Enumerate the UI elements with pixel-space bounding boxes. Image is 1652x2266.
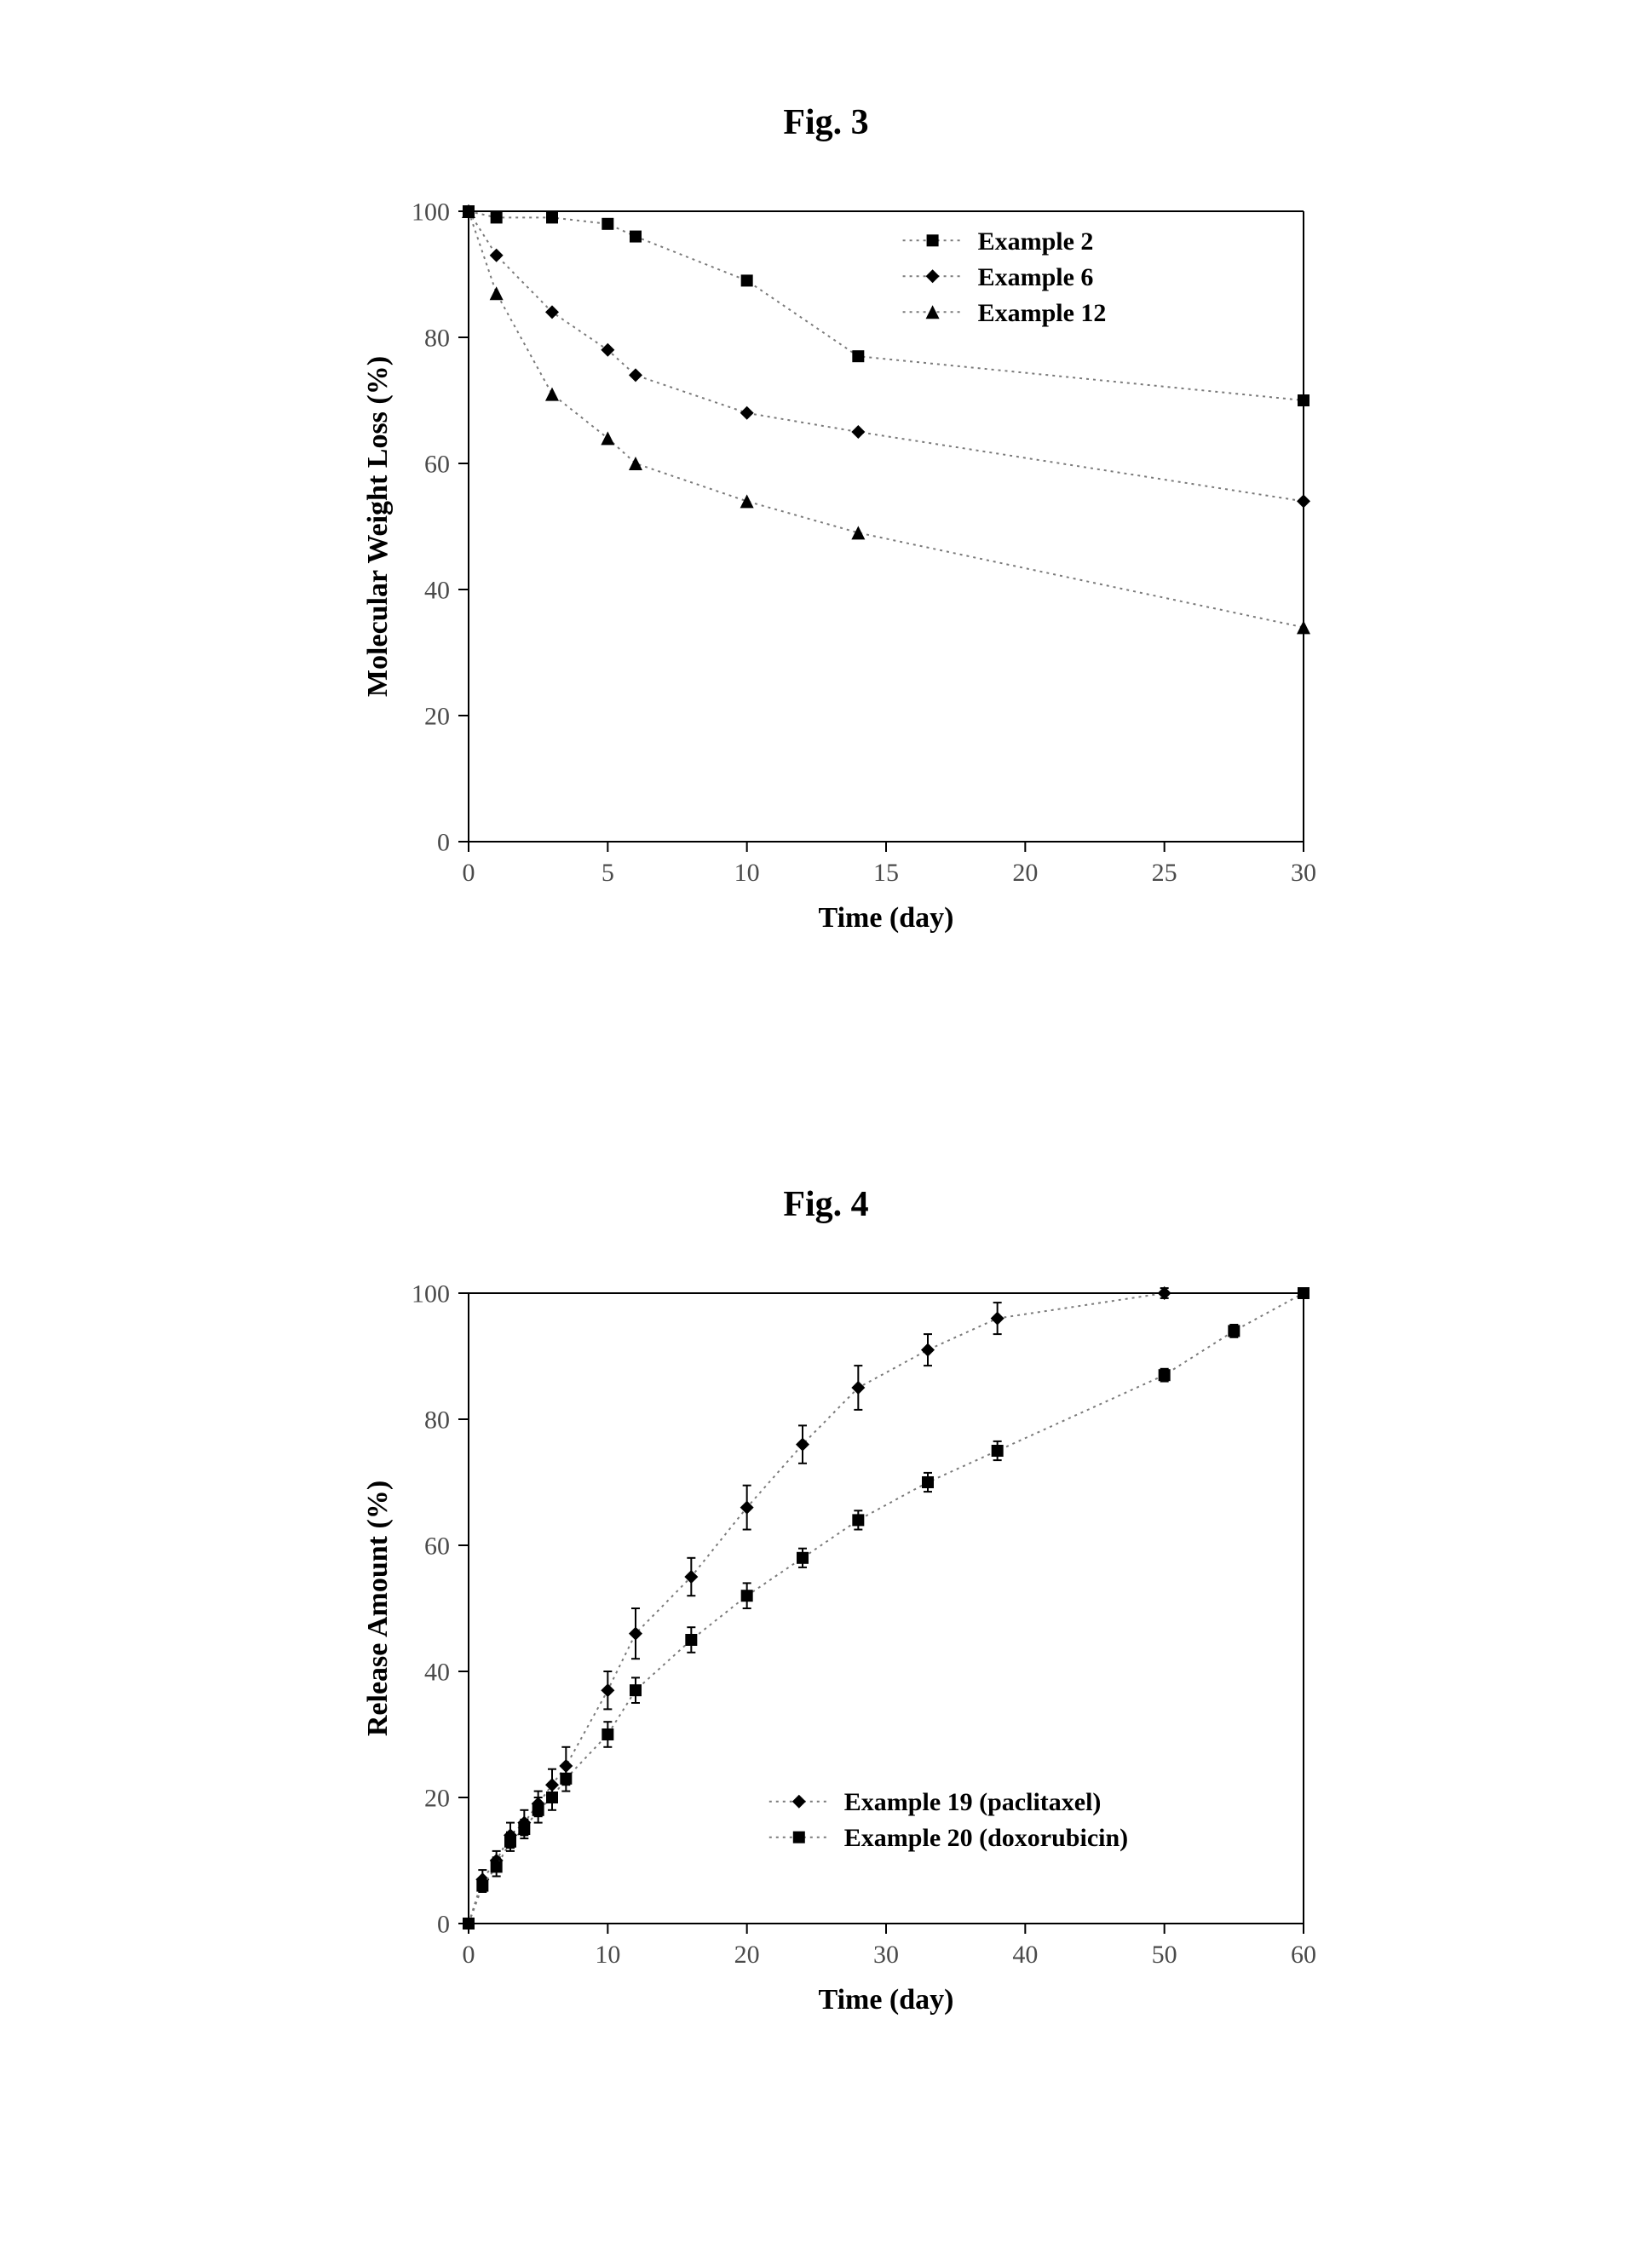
svg-text:100: 100 <box>412 198 450 227</box>
svg-text:5: 5 <box>601 859 613 887</box>
svg-text:25: 25 <box>1151 859 1177 887</box>
svg-text:Release Amount (%): Release Amount (%) <box>362 1481 394 1736</box>
svg-text:0: 0 <box>462 1941 475 1969</box>
figure-3: Fig. 3 0 5 10 15 20 25 30 0 20 40 60 80 100 Time (day… <box>281 102 1372 978</box>
svg-text:30: 30 <box>1291 859 1316 887</box>
svg-text:Time (day): Time (day) <box>818 1984 953 2016</box>
svg-text:0: 0 <box>437 1911 450 1939</box>
svg-text:60: 60 <box>424 1533 450 1561</box>
figure-4: Fig. 4 0 10 20 30 40 50 60 0 20 40 60 80 100 Time (da… <box>281 1184 1372 2060</box>
svg-text:60: 60 <box>1291 1941 1316 1969</box>
figure-4-title: Fig. 4 <box>281 1184 1372 1225</box>
svg-text:30: 30 <box>873 1941 899 1969</box>
svg-text:Example 20 (doxorubicin): Example 20 (doxorubicin) <box>843 1824 1127 1852</box>
svg-text:40: 40 <box>1012 1941 1038 1969</box>
svg-text:10: 10 <box>595 1941 620 1969</box>
svg-text:Time (day): Time (day) <box>818 902 953 934</box>
svg-text:20: 20 <box>424 703 450 731</box>
svg-text:Example 19 (paclitaxel): Example 19 (paclitaxel) <box>843 1788 1101 1816</box>
svg-text:Example 2: Example 2 <box>977 227 1093 256</box>
svg-text:0: 0 <box>462 859 475 887</box>
figure-3-chart: 0 5 10 15 20 25 30 0 20 40 60 80 100 Time (day) Molecu… <box>281 160 1372 978</box>
svg-text:0: 0 <box>437 829 450 857</box>
svg-text:20: 20 <box>424 1785 450 1813</box>
svg-text:100: 100 <box>412 1280 450 1308</box>
svg-text:Molecular Weight Loss (%): Molecular Weight Loss (%) <box>362 356 394 697</box>
svg-text:20: 20 <box>1012 859 1038 887</box>
svg-text:Example 12: Example 12 <box>977 299 1106 327</box>
page: Fig. 3 051015202530020406080100Time (day… <box>0 0 1652 2266</box>
svg-text:80: 80 <box>424 1406 450 1435</box>
svg-text:50: 50 <box>1151 1941 1177 1969</box>
svg-text:15: 15 <box>873 859 899 887</box>
figure-4-chart: 0 10 20 30 40 50 60 0 20 40 60 80 100 Time (day) Relea… <box>281 1242 1372 2060</box>
svg-text:40: 40 <box>424 1659 450 1687</box>
svg-text:40: 40 <box>424 577 450 605</box>
svg-text:10: 10 <box>734 859 759 887</box>
svg-text:Example 6: Example 6 <box>977 263 1093 291</box>
figure-3-title: Fig. 3 <box>281 102 1372 143</box>
svg-text:80: 80 <box>424 325 450 353</box>
svg-text:20: 20 <box>734 1941 759 1969</box>
svg-text:60: 60 <box>424 451 450 479</box>
